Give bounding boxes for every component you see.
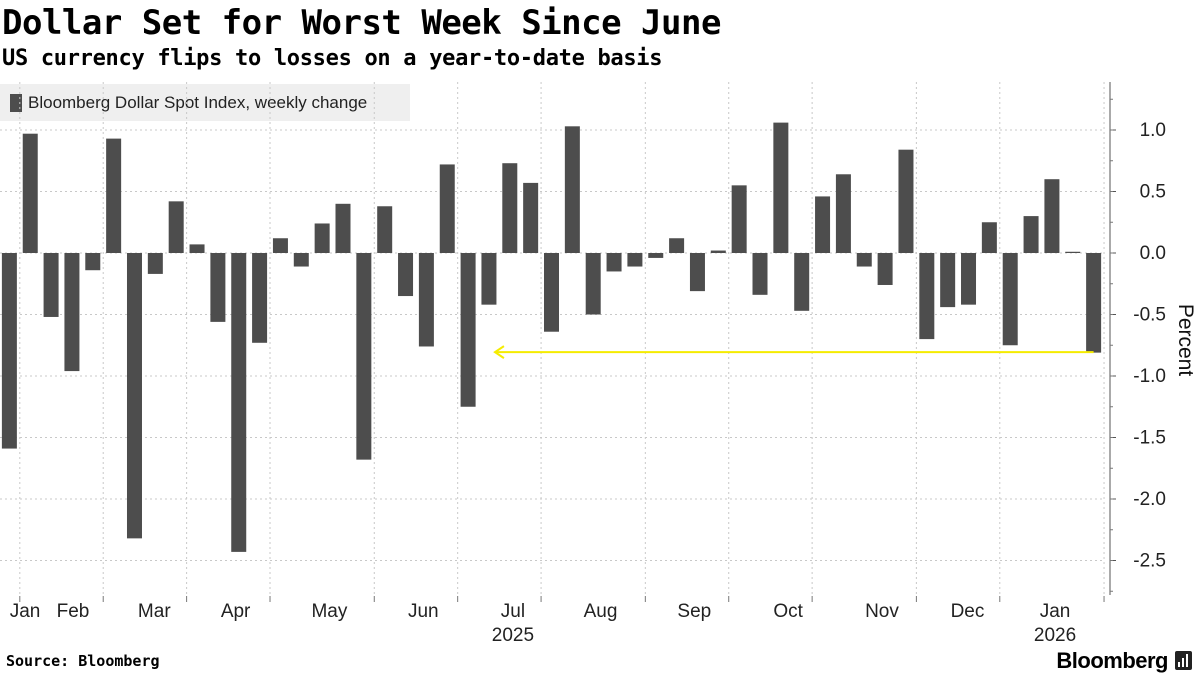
bar: [1086, 253, 1102, 353]
bar: [919, 253, 935, 340]
year-label: 2025: [492, 625, 534, 646]
bar: [168, 201, 184, 253]
bar: [252, 253, 268, 343]
bar: [689, 253, 705, 292]
bar: [64, 253, 80, 372]
bar-chart-icon: [1175, 651, 1192, 670]
bar: [544, 253, 559, 332]
chart-title: Dollar Set for Worst Week Since June: [2, 3, 721, 43]
source-note: Source: Bloomberg: [6, 652, 160, 670]
annotation-arrow: [493, 345, 1094, 359]
bar: [398, 253, 414, 297]
bar: [648, 253, 664, 258]
x-tick-label: Mar: [138, 601, 171, 622]
y-tick-label: -1.5: [1133, 428, 1166, 449]
brand-logo: Bloomberg: [1056, 648, 1168, 673]
y-tick-label: 1.0: [1140, 120, 1166, 141]
bar: [314, 223, 330, 253]
bar: [627, 253, 643, 267]
bar: [481, 253, 497, 305]
bar: [210, 253, 226, 322]
bar: [147, 253, 163, 274]
y-axis-title: Percent: [1174, 303, 1197, 377]
y-tick-label: -0.5: [1133, 305, 1166, 326]
y-tick-label: -2.5: [1133, 551, 1166, 572]
bar: [1044, 179, 1060, 253]
bar: [606, 253, 622, 272]
bar: [1023, 216, 1039, 253]
bar: [523, 182, 539, 253]
x-tick-label: Dec: [951, 601, 985, 622]
bar: [815, 196, 831, 253]
bar: [1002, 253, 1018, 346]
bar: [377, 206, 393, 253]
x-tick-label: Apr: [221, 601, 251, 622]
x-tick-label: May: [311, 601, 347, 622]
y-tick-label: -1.0: [1133, 366, 1166, 387]
bar: [85, 253, 101, 271]
bar: [1, 253, 17, 449]
bar: [877, 253, 893, 285]
y-tick-label: 0.5: [1140, 182, 1166, 203]
bar: [1065, 251, 1081, 253]
bar: [794, 253, 810, 311]
bar: [22, 133, 38, 253]
bar: [418, 253, 434, 347]
bar: [231, 253, 247, 552]
bar: [43, 253, 59, 317]
bar: [961, 253, 977, 305]
bar: [940, 253, 956, 308]
x-tick-label: Sep: [677, 601, 711, 622]
chart-subtitle: US currency flips to losses on a year-to…: [2, 46, 663, 71]
bar: [752, 253, 768, 295]
bar: [669, 238, 685, 253]
bar: [106, 138, 122, 253]
bar: [356, 253, 372, 460]
bar: [272, 238, 288, 253]
bar: [981, 222, 997, 253]
x-tick-label: Aug: [584, 601, 618, 622]
bar: [731, 185, 747, 253]
year-label: 2026: [1034, 625, 1076, 646]
arrow-head: [493, 345, 505, 359]
legend-swatch: [10, 93, 22, 112]
x-tick-label: Jul: [501, 601, 525, 622]
bar: [335, 203, 351, 253]
y-tick-label: 0.0: [1140, 243, 1166, 264]
bar: [898, 149, 914, 253]
legend-label: Bloomberg Dollar Spot Index, weekly chan…: [28, 92, 368, 112]
bar: [710, 250, 726, 253]
bar: [502, 163, 518, 253]
bar: [439, 164, 455, 253]
bar: [835, 174, 851, 253]
x-tick-label: Feb: [57, 601, 90, 622]
x-tick-label: Jan: [1040, 601, 1071, 622]
y-tick-label: -2.0: [1133, 489, 1166, 510]
bar: [189, 244, 205, 253]
x-tick-label: Jun: [408, 601, 439, 622]
bar: [293, 253, 309, 267]
bar: [856, 253, 872, 267]
bar: [773, 122, 789, 254]
legend: Bloomberg Dollar Spot Index, weekly chan…: [0, 84, 410, 121]
x-tick-label: Nov: [865, 601, 899, 622]
x-tick-label: Oct: [773, 601, 803, 622]
bar: [564, 126, 580, 253]
x-tick-label: Jan: [10, 601, 41, 622]
bar: [126, 253, 142, 539]
bar: [585, 253, 601, 315]
bar: [460, 253, 476, 407]
